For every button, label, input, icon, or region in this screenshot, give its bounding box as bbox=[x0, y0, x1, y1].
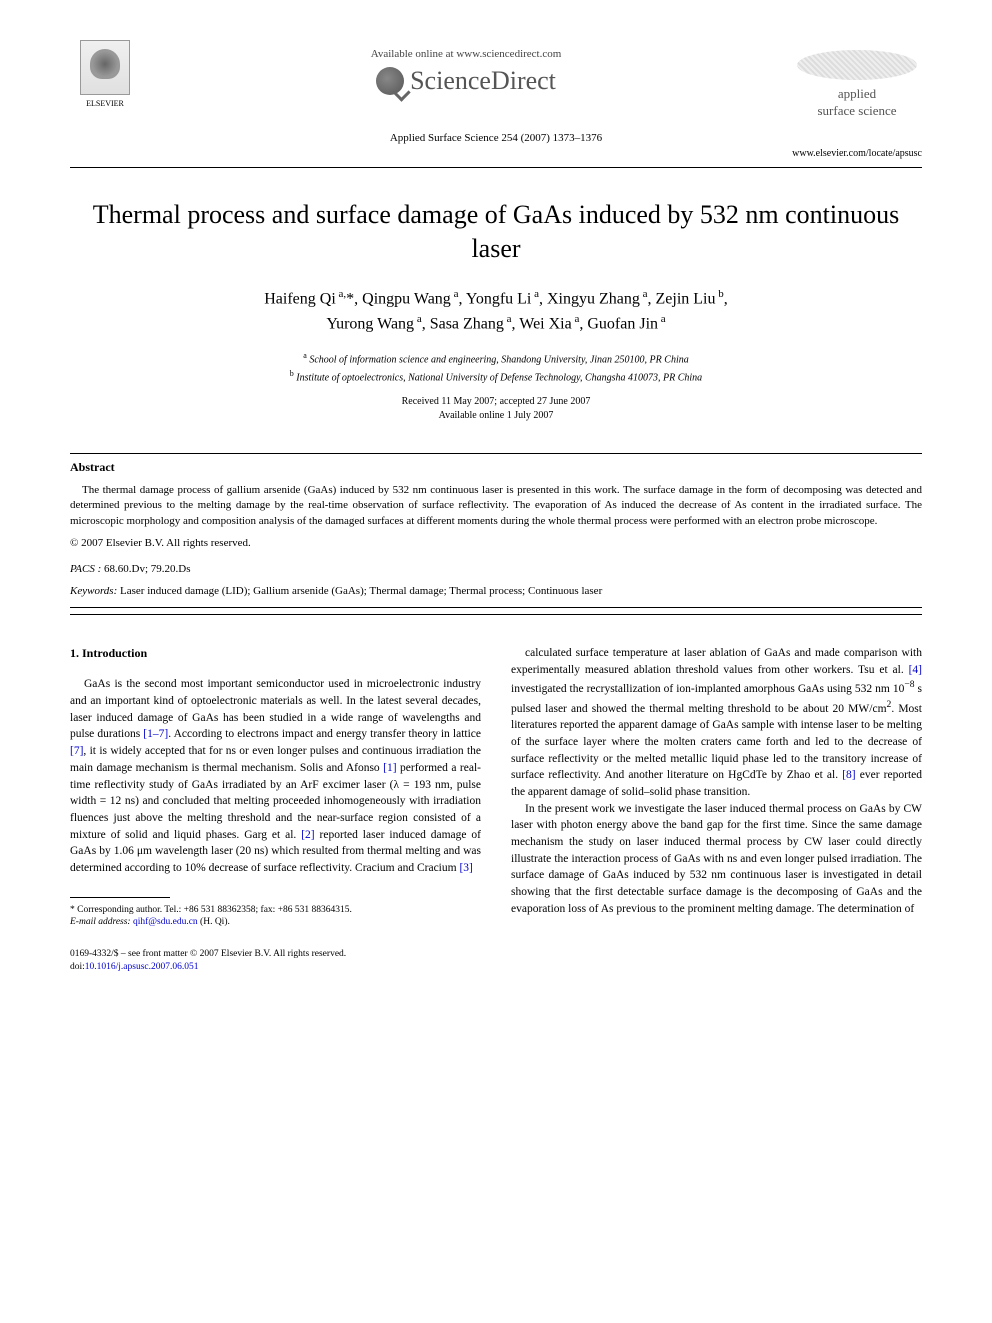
intro-paragraph-1: GaAs is the second most important semico… bbox=[70, 676, 481, 876]
affiliation-a: School of information science and engine… bbox=[309, 355, 688, 366]
abstract-text: The thermal damage process of gallium ar… bbox=[70, 483, 922, 529]
article-title: Thermal process and surface damage of Ga… bbox=[70, 198, 922, 266]
available-online-text: Available online at www.sciencedirect.co… bbox=[140, 48, 792, 60]
keywords-values: Laser induced damage (LID); Gallium arse… bbox=[120, 585, 602, 597]
journal-url[interactable]: www.elsevier.com/locate/apsusc bbox=[70, 148, 922, 159]
ref-link[interactable]: [3] bbox=[459, 862, 472, 874]
doi-link[interactable]: 10.1016/j.apsusc.2007.06.051 bbox=[85, 962, 199, 972]
issn-line: 0169-4332/$ – see front matter © 2007 El… bbox=[70, 948, 481, 960]
journal-name-1: applied bbox=[792, 86, 922, 103]
email-link[interactable]: qihf@sdu.edu.cn bbox=[133, 917, 198, 927]
email-label: E-mail address: bbox=[70, 917, 131, 927]
doi-label: doi: bbox=[70, 962, 85, 972]
article-dates: Received 11 May 2007; accepted 27 June 2… bbox=[70, 395, 922, 423]
ref-link[interactable]: [7] bbox=[70, 745, 83, 757]
header-bar: ELSEVIER Available online at www.science… bbox=[70, 40, 922, 120]
elsevier-logo: ELSEVIER bbox=[70, 40, 140, 120]
footer-info: 0169-4332/$ – see front matter © 2007 El… bbox=[70, 948, 481, 973]
keywords-line: Keywords: Laser induced damage (LID); Ga… bbox=[70, 585, 922, 597]
corresponding-footnote: * Corresponding author. Tel.: +86 531 88… bbox=[70, 904, 481, 929]
keywords-label: Keywords: bbox=[70, 585, 117, 597]
divider-rule-thin bbox=[70, 614, 922, 615]
email-name: (H. Qi). bbox=[200, 917, 230, 927]
journal-name-2: surface science bbox=[792, 103, 922, 120]
citation-text: Applied Surface Science 254 (2007) 1373–… bbox=[70, 132, 922, 144]
ref-link[interactable]: [2] bbox=[301, 829, 314, 841]
affiliations: a School of information science and engi… bbox=[70, 350, 922, 385]
ref-link[interactable]: [8] bbox=[842, 769, 855, 781]
body-columns: 1. Introduction GaAs is the second most … bbox=[70, 645, 922, 973]
corresponding-text: * Corresponding author. Tel.: +86 531 88… bbox=[70, 904, 481, 916]
sciencedirect-brand: ScienceDirect bbox=[140, 66, 792, 96]
divider-rule bbox=[70, 607, 922, 608]
left-column: 1. Introduction GaAs is the second most … bbox=[70, 645, 481, 973]
intro-paragraph-3: In the present work we investigate the l… bbox=[511, 801, 922, 918]
journal-graphic-icon bbox=[797, 50, 917, 80]
online-date: Available online 1 July 2007 bbox=[70, 409, 922, 423]
ref-link[interactable]: [4] bbox=[909, 664, 922, 676]
authors-line: Haifeng Qi a,*, Qingpu Wang a, Yongfu Li… bbox=[70, 286, 922, 337]
publisher-name: ELSEVIER bbox=[86, 99, 124, 108]
pacs-label: PACS : bbox=[70, 563, 101, 575]
elsevier-tree-icon bbox=[80, 40, 130, 95]
right-column: calculated surface temperature at laser … bbox=[511, 645, 922, 973]
affiliation-b: Institute of optoelectronics, National U… bbox=[296, 372, 702, 383]
journal-logo: applied surface science bbox=[792, 40, 922, 120]
pacs-values: 68.60.Dv; 79.20.Ds bbox=[104, 563, 190, 575]
abstract-copyright: © 2007 Elsevier B.V. All rights reserved… bbox=[70, 537, 922, 549]
abstract-heading: Abstract bbox=[70, 460, 922, 475]
divider-rule bbox=[70, 453, 922, 454]
center-header: Available online at www.sciencedirect.co… bbox=[140, 40, 792, 96]
footnote-rule bbox=[70, 897, 170, 898]
received-accepted: Received 11 May 2007; accepted 27 June 2… bbox=[70, 395, 922, 409]
divider-rule bbox=[70, 167, 922, 168]
intro-paragraph-2: calculated surface temperature at laser … bbox=[511, 645, 922, 801]
pacs-line: PACS : 68.60.Dv; 79.20.Ds bbox=[70, 563, 922, 575]
section-1-heading: 1. Introduction bbox=[70, 645, 481, 662]
ref-link[interactable]: [1] bbox=[383, 762, 396, 774]
ref-link[interactable]: [1–7] bbox=[143, 728, 168, 740]
sciencedirect-text: ScienceDirect bbox=[410, 66, 556, 96]
sciencedirect-icon bbox=[376, 67, 404, 95]
